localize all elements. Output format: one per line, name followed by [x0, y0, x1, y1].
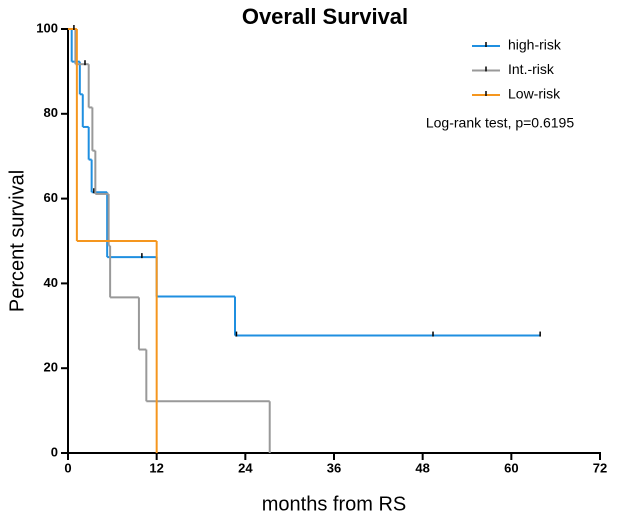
legend-label: high-risk [508, 37, 562, 53]
y-axis-label: Percent survival [6, 170, 28, 312]
y-tick-label: 0 [51, 444, 58, 459]
annotation: Log-rank test, p=0.6195 [426, 115, 574, 131]
x-tick-label: 0 [64, 460, 71, 475]
x-tick-label: 24 [238, 460, 253, 475]
y-tick-label: 40 [44, 275, 58, 290]
y-tick-label: 100 [36, 20, 58, 35]
y-tick-label: 60 [44, 190, 58, 205]
x-tick-label: 12 [149, 460, 163, 475]
chart-title: Overall Survival [242, 4, 408, 29]
x-tick-label: 48 [415, 460, 429, 475]
x-tick-label: 60 [504, 460, 518, 475]
legend-label: Low-risk [508, 86, 561, 102]
legend-label: Int.-risk [508, 61, 555, 77]
y-tick-label: 80 [44, 105, 58, 120]
x-tick-label: 72 [593, 460, 607, 475]
y-tick-label: 20 [44, 360, 58, 375]
x-axis-label: months from RS [262, 493, 406, 515]
x-tick-label: 36 [327, 460, 341, 475]
